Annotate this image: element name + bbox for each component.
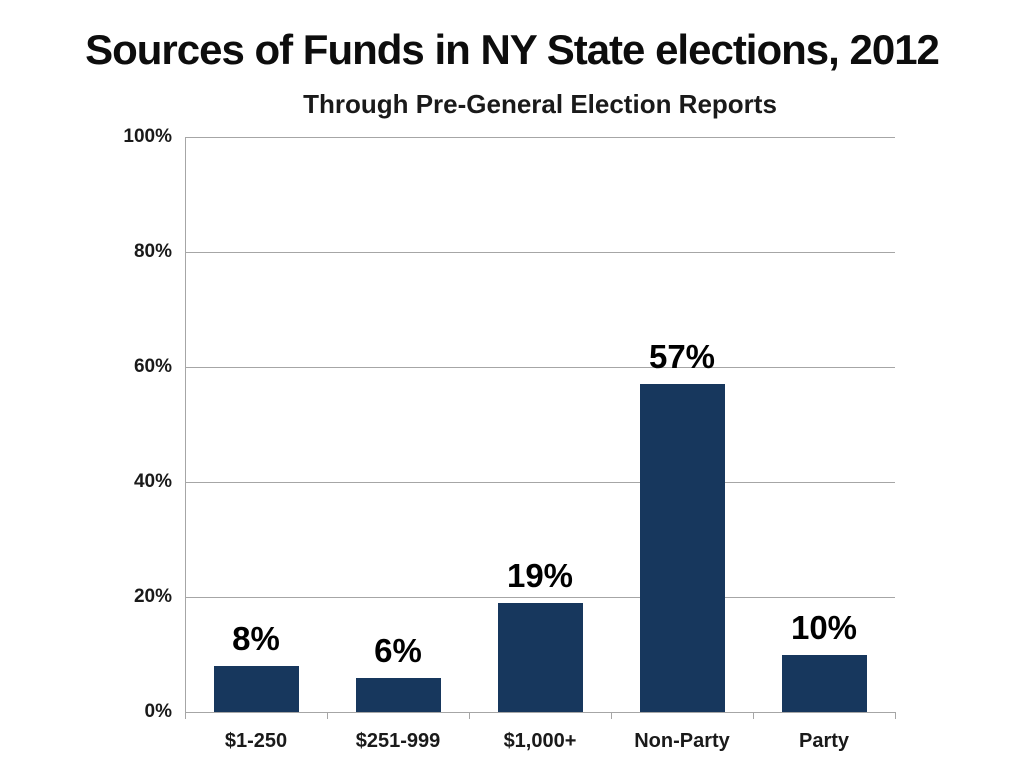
chart-title: Sources of Funds in NY State elections, …: [85, 26, 940, 73]
gridline: [185, 252, 895, 253]
gridline: [185, 712, 895, 713]
x-axis-tick: [327, 712, 328, 719]
x-tick-label: Party: [798, 730, 850, 752]
bar: [639, 384, 725, 712]
gridline: [185, 482, 895, 483]
x-tick-label: Non-Party: [634, 730, 730, 752]
bar-value-label: 10%: [790, 608, 858, 646]
bar: [213, 666, 299, 712]
y-tick-label: 100%: [123, 126, 172, 147]
y-tick-label: 0%: [144, 701, 172, 722]
y-tick-label: 80%: [133, 241, 172, 262]
bar-value-label: 6%: [374, 631, 422, 669]
bar: [355, 677, 441, 712]
y-axis-line: [185, 137, 186, 712]
x-axis-tick: [469, 712, 470, 719]
x-tick-label: $1-250: [224, 730, 288, 752]
gridline: [185, 137, 895, 138]
bar-value-label: 57%: [648, 338, 716, 376]
y-tick-label: 60%: [133, 356, 172, 377]
chart-subtitle: Through Pre-General Election Reports: [303, 89, 777, 119]
bar: [781, 654, 867, 712]
x-axis-tick: [895, 712, 896, 719]
x-tick-label: $251-999: [355, 730, 441, 752]
gridline: [185, 597, 895, 598]
bar-value-label: 19%: [506, 556, 574, 594]
bar-value-label: 8%: [232, 620, 280, 657]
y-tick-label: 20%: [133, 586, 172, 607]
x-axis-tick: [185, 712, 186, 719]
plot-area: 0% 20% 40% 60% 80% 100% 8% $1-250 6% $251-999 19% $…: [123, 126, 896, 752]
x-tick-label: $1,000+: [503, 730, 577, 752]
bar: [497, 602, 583, 712]
x-axis-tick: [753, 712, 754, 719]
gridline: [185, 367, 895, 368]
x-axis-tick: [611, 712, 612, 719]
y-tick-label: 40%: [133, 471, 172, 492]
